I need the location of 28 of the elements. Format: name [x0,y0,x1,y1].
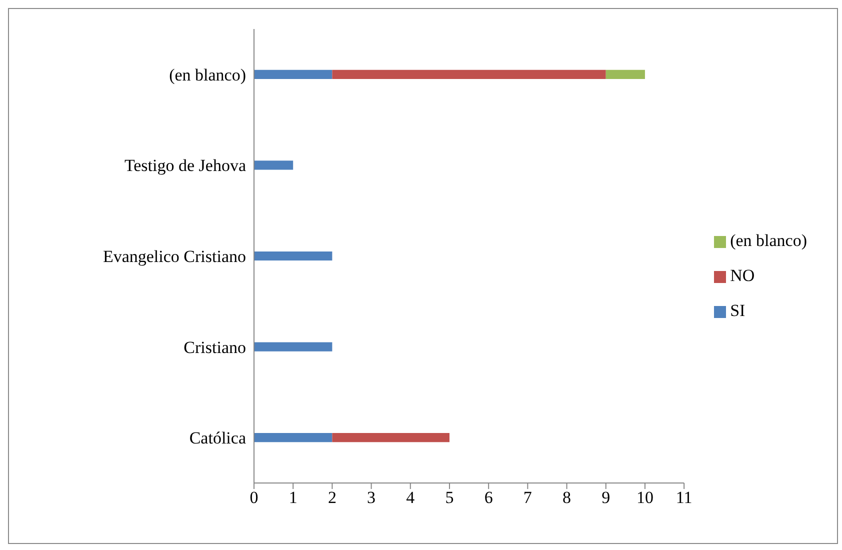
x-tick-label: 11 [676,488,692,508]
y-tick-label: Cristiano [184,338,246,357]
bar [254,160,294,170]
x-tick-label: 0 [250,488,258,508]
x-tick-label: 4 [406,488,416,508]
bar [332,433,450,442]
x-tick-label: 5 [445,488,454,508]
bar [254,70,332,79]
x-tick-label: 10 [636,488,654,508]
y-tick-label: Testigo de Jehova [124,156,246,176]
bar [606,70,645,79]
bar [332,70,606,79]
x-tick-label: 8 [562,488,572,508]
bar [254,342,332,352]
x-tick-label: 3 [367,488,376,508]
bar [254,251,332,261]
y-tick-label: Evangelico Cristiano [102,247,246,266]
x-tick-label: 2 [328,488,336,508]
y-tick-label: (en blanco) [169,65,246,84]
x-tick-label: 1 [288,488,298,508]
legend-label: NO [730,266,755,284]
legend-label: (en blanco) [730,230,807,250]
x-tick-label: 6 [484,488,493,508]
x-tick-label: 9 [602,488,610,508]
bar [254,433,332,442]
legend-label: SI [730,300,746,320]
y-tick-label: Católica [189,428,246,448]
x-tick-label: 7 [523,488,532,508]
